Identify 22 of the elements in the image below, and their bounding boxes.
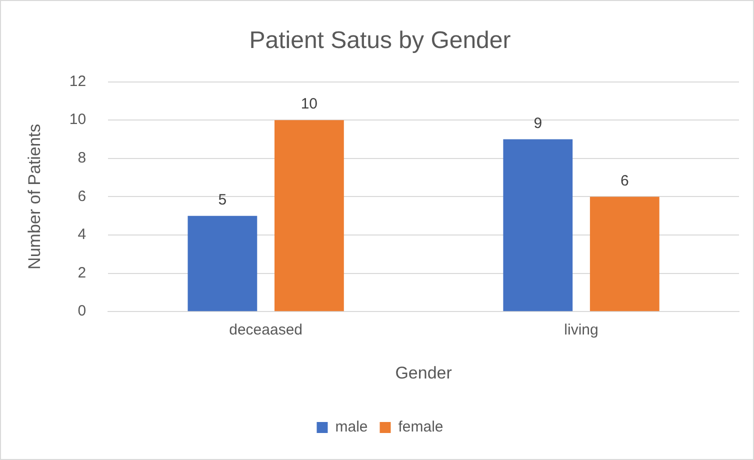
- bar: [274, 120, 344, 312]
- chart-title: Patient Satus by Gender: [249, 27, 511, 54]
- data-label: 10: [300, 96, 318, 113]
- data-label: 9: [534, 114, 542, 132]
- legend-label: female: [398, 418, 444, 436]
- y-tick-label: 6: [78, 188, 86, 205]
- data-label: 5: [218, 191, 227, 208]
- y-tick-label: 0: [78, 302, 86, 320]
- y-tick-label: 10: [69, 111, 86, 128]
- y-axis-title: Number of Patients: [24, 124, 44, 270]
- y-tick-label: 12: [69, 72, 86, 90]
- y-tick-label: 4: [78, 226, 86, 244]
- x-tick-label: living: [564, 322, 598, 339]
- x-axis-title: Gender: [395, 363, 452, 382]
- y-tick-label: 8: [78, 150, 86, 167]
- bar: [503, 139, 573, 312]
- data-label: 6: [620, 172, 629, 190]
- legend-label: male: [335, 418, 368, 436]
- bar: [188, 216, 258, 312]
- bar: [590, 196, 660, 312]
- y-tick-label: 2: [78, 264, 86, 282]
- x-tick-label: deceaased: [229, 322, 303, 339]
